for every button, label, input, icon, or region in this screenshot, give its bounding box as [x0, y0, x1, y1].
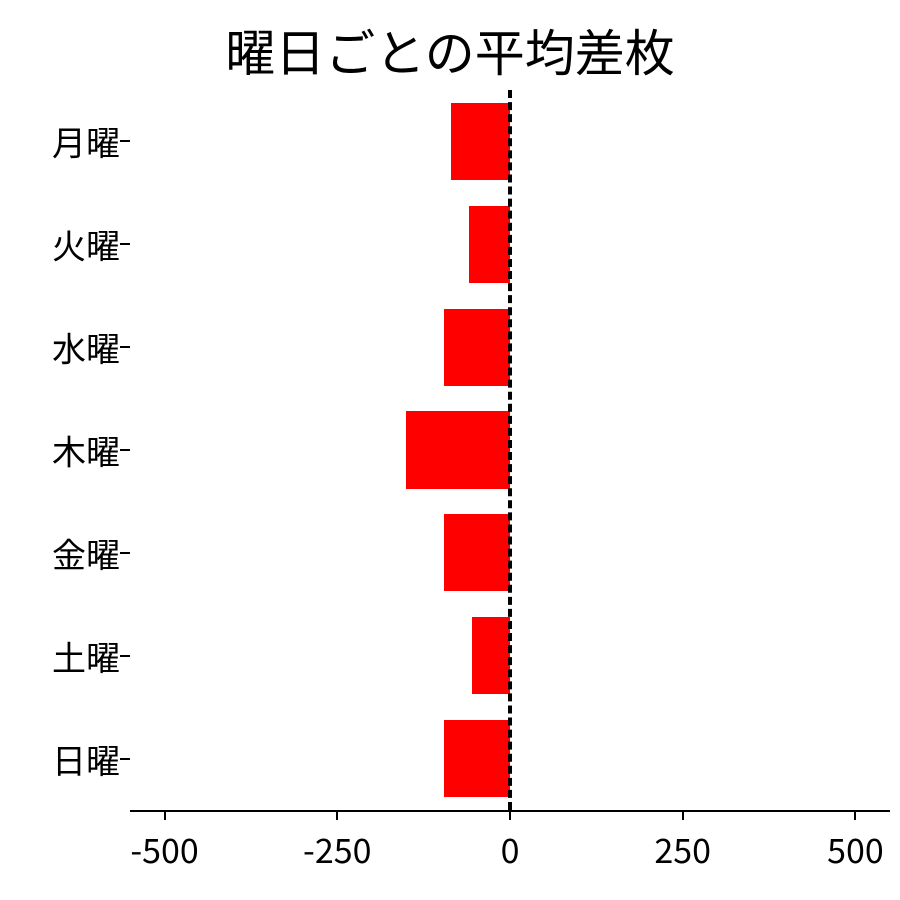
x-axis-label: 500 [827, 824, 884, 873]
y-tick [120, 552, 130, 554]
x-tick [164, 810, 166, 820]
chart-title: 曜日ごとの平均差枚 [0, 14, 900, 86]
y-tick [120, 655, 130, 657]
bar [451, 103, 510, 180]
bar [444, 514, 510, 591]
x-tick [509, 810, 511, 820]
x-axis-label: -250 [303, 824, 371, 873]
zero-line [508, 90, 512, 810]
y-tick [120, 758, 130, 760]
bar [406, 411, 510, 488]
x-axis-label: 250 [654, 824, 711, 873]
y-axis-label: 火曜 [52, 220, 120, 269]
chart-container: 曜日ごとの平均差枚 月曜火曜水曜木曜金曜土曜日曜-500 -250 0 250 500 [0, 0, 900, 900]
x-tick [336, 810, 338, 820]
y-axis-label: 日曜 [52, 734, 120, 783]
bar [444, 720, 510, 797]
y-axis-label: 水曜 [52, 323, 120, 372]
y-tick [120, 243, 130, 245]
x-axis-label: 0 [501, 824, 520, 873]
y-axis-label: 木曜 [52, 426, 120, 475]
y-tick [120, 346, 130, 348]
y-axis-label: 金曜 [52, 528, 120, 577]
y-tick [120, 449, 130, 451]
y-axis-label: 月曜 [52, 117, 120, 166]
plot-area [130, 90, 890, 810]
x-tick [854, 810, 856, 820]
bar [469, 206, 510, 283]
x-axis-label: -500 [130, 824, 198, 873]
y-tick [120, 140, 130, 142]
x-tick [682, 810, 684, 820]
bar [472, 617, 510, 694]
y-axis-label: 土曜 [52, 631, 120, 680]
bar [444, 309, 510, 386]
